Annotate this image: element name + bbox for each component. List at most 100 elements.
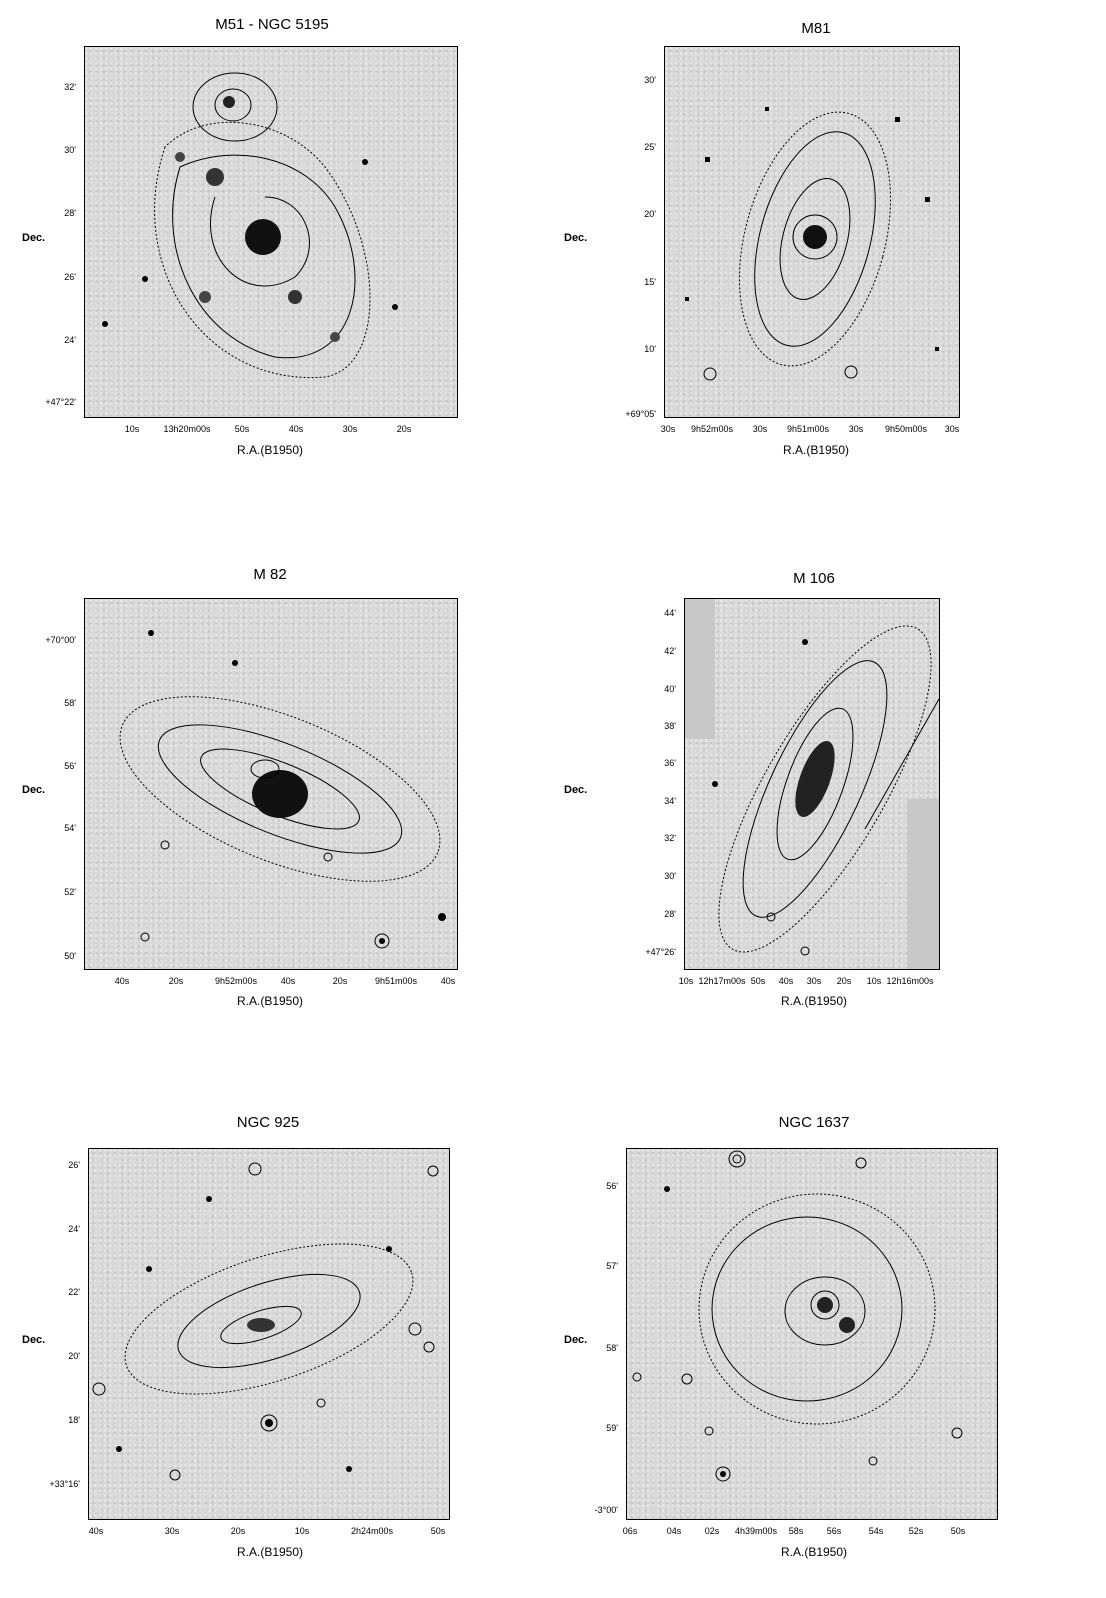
y-tick-label: 25': [644, 142, 656, 152]
y-axis-label: Dec.: [564, 1334, 588, 1346]
y-tick-label: 26': [68, 1160, 80, 1170]
panel-title: M 106: [793, 570, 835, 587]
y-tick-label: 28': [664, 909, 676, 919]
y-tick-label: +70°00': [45, 635, 76, 645]
y-tick-label: 30': [664, 871, 676, 881]
x-tick-label: 40s: [280, 976, 296, 986]
y-tick-label: 38': [664, 721, 676, 731]
y-tick-label: 59': [606, 1423, 618, 1433]
x-tick-label: 40s: [114, 976, 130, 986]
x-tick-label: 50s: [750, 976, 766, 986]
y-tick-label: 54': [64, 823, 76, 833]
x-tick-label: 30s: [944, 424, 960, 434]
contour-map: [685, 599, 939, 969]
x-tick-label: 50s: [430, 1526, 446, 1536]
panel-title: NGC 925: [236, 1114, 300, 1131]
y-tick-label: 20': [644, 209, 656, 219]
galaxy-image-m51: [84, 46, 458, 418]
y-tick-label: +69°05': [625, 409, 656, 419]
panel-title: M51 - NGC 5195: [215, 16, 329, 33]
x-tick-label: 13h20m00s: [163, 424, 211, 434]
y-tick-label: 57': [606, 1261, 618, 1271]
y-tick-label: -3°00': [594, 1505, 618, 1515]
x-tick-label: 12h16m00s: [886, 976, 934, 986]
x-tick-label: 30s: [752, 424, 768, 434]
galaxy-image-ngc1637: [626, 1148, 998, 1520]
x-tick-label: 20s: [168, 976, 184, 986]
y-axis-label: Dec.: [564, 232, 588, 244]
contour-map: [685, 107, 939, 381]
y-axis-label: Dec.: [22, 1334, 46, 1346]
galaxy-image-m82: [84, 598, 458, 970]
x-tick-label: 30s: [342, 424, 358, 434]
panel-title: NGC 1637: [778, 1114, 850, 1131]
x-axis-label: R.A.(B1950): [780, 994, 848, 1008]
x-tick-label: 9h52m00s: [690, 424, 734, 434]
x-axis-label: R.A.(B1950): [780, 1545, 848, 1559]
y-tick-label: 30': [644, 75, 656, 85]
x-tick-label: 30s: [660, 424, 676, 434]
y-tick-label: 24': [68, 1224, 80, 1234]
x-tick-label: 04s: [666, 1526, 682, 1536]
y-tick-label: 58': [606, 1343, 618, 1353]
galaxy-image-ngc925: [88, 1148, 450, 1520]
x-tick-label: 40s: [778, 976, 794, 986]
x-tick-label: 20s: [332, 976, 348, 986]
x-tick-label: 56s: [826, 1526, 842, 1536]
x-tick-label: 30s: [164, 1526, 180, 1536]
y-tick-label: 30': [64, 145, 76, 155]
y-tick-label: +47°22': [45, 397, 76, 407]
y-tick-label: +47°26': [645, 947, 676, 957]
contour-map: [632, 1150, 963, 1482]
x-tick-label: 52s: [908, 1526, 924, 1536]
panel-title: M81: [801, 20, 831, 37]
y-tick-label: 44': [664, 608, 676, 618]
y-tick-label: 10': [644, 344, 656, 354]
y-tick-label: 22': [68, 1287, 80, 1297]
y-tick-label: 50': [64, 951, 76, 961]
x-tick-label: 20s: [230, 1526, 246, 1536]
x-axis-label: R.A.(B1950): [236, 443, 304, 457]
y-axis-label: Dec.: [22, 232, 46, 244]
y-tick-label: 20': [68, 1351, 80, 1361]
x-tick-label: 2h24m00s: [350, 1526, 394, 1536]
x-tick-label: 4h39m00s: [734, 1526, 778, 1536]
x-tick-label: 30s: [848, 424, 864, 434]
x-tick-label: 10s: [294, 1526, 310, 1536]
y-tick-label: 24': [64, 335, 76, 345]
y-axis-label: Dec.: [22, 784, 46, 796]
x-tick-label: 10s: [678, 976, 694, 986]
x-axis-label: R.A.(B1950): [236, 994, 304, 1008]
x-tick-label: 20s: [836, 976, 852, 986]
x-tick-label: 12h17m00s: [698, 976, 746, 986]
x-axis-label: R.A.(B1950): [236, 1545, 304, 1559]
x-tick-label: 9h51m00s: [786, 424, 830, 434]
x-axis-label: R.A.(B1950): [782, 443, 850, 457]
x-tick-label: 30s: [806, 976, 822, 986]
x-tick-label: 10s: [124, 424, 140, 434]
panel-title: M 82: [253, 566, 287, 583]
galaxy-image-m106: [684, 598, 940, 970]
contour-map: [102, 72, 398, 379]
contour-map: [119, 630, 446, 949]
x-tick-label: 02s: [704, 1526, 720, 1536]
y-axis-label: Dec.: [564, 784, 588, 796]
y-tick-label: 36': [664, 758, 676, 768]
contour-map: [92, 1162, 439, 1481]
x-tick-label: 50s: [950, 1526, 966, 1536]
y-tick-label: 42': [664, 646, 676, 656]
x-tick-label: 9h50m00s: [884, 424, 928, 434]
y-tick-label: 26': [64, 272, 76, 282]
y-tick-label: 58': [64, 698, 76, 708]
y-tick-label: +33°16': [49, 1479, 80, 1489]
y-tick-label: 40': [664, 684, 676, 694]
x-tick-label: 9h52m00s: [214, 976, 258, 986]
y-tick-label: 56': [64, 761, 76, 771]
y-tick-label: 56': [606, 1181, 618, 1191]
x-tick-label: 10s: [866, 976, 882, 986]
y-tick-label: 32': [664, 833, 676, 843]
x-tick-label: 54s: [868, 1526, 884, 1536]
y-tick-label: 28': [64, 208, 76, 218]
galaxy-image-m81: [664, 46, 960, 418]
x-tick-label: 9h51m00s: [374, 976, 418, 986]
